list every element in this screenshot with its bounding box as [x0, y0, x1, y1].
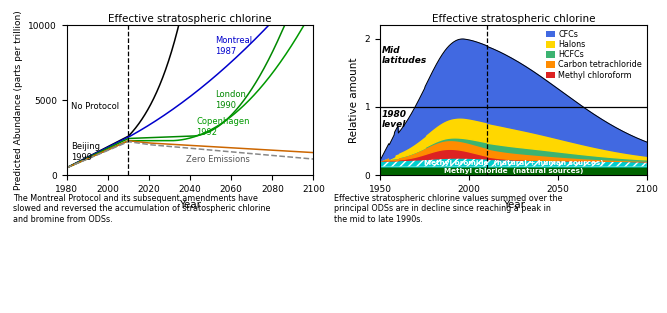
Legend: CFCs, Halons, HCFCs, Carbon tetrachloride, Methyl chloroform: CFCs, Halons, HCFCs, Carbon tetrachlorid…: [545, 29, 643, 80]
Text: Methyl chloride  (natural sources): Methyl chloride (natural sources): [444, 168, 583, 174]
Text: Methyl bromide  (natural + human sources): Methyl bromide (natural + human sources): [424, 160, 604, 166]
Text: No Protocol: No Protocol: [71, 102, 119, 111]
Text: The Montreal Protocol and its subsequent amendments have
slowed and reversed the: The Montreal Protocol and its subsequent…: [13, 194, 271, 224]
Text: Beijing
1999: Beijing 1999: [71, 142, 100, 162]
Text: London
1990: London 1990: [215, 90, 245, 110]
Text: Zero Emissions: Zero Emissions: [186, 155, 250, 164]
Text: Copenhagen
1992: Copenhagen 1992: [196, 117, 249, 137]
Text: 1980
level: 1980 level: [382, 110, 407, 129]
Title: Effective stratospheric chlorine: Effective stratospheric chlorine: [432, 14, 596, 24]
X-axis label: Year: Year: [179, 200, 201, 210]
Text: Mid
latitudes: Mid latitudes: [382, 45, 428, 65]
X-axis label: Year: Year: [503, 200, 524, 210]
Text: Montreal
1987: Montreal 1987: [215, 36, 252, 56]
Y-axis label: Predicted Abundance (parts per trillion): Predicted Abundance (parts per trillion): [13, 10, 23, 190]
Y-axis label: Relative amount: Relative amount: [349, 57, 359, 143]
Text: Effective stratospheric chlorine values summed over the
principal ODSs are in de: Effective stratospheric chlorine values …: [334, 194, 562, 224]
Title: Effective stratospheric chlorine: Effective stratospheric chlorine: [108, 14, 272, 24]
